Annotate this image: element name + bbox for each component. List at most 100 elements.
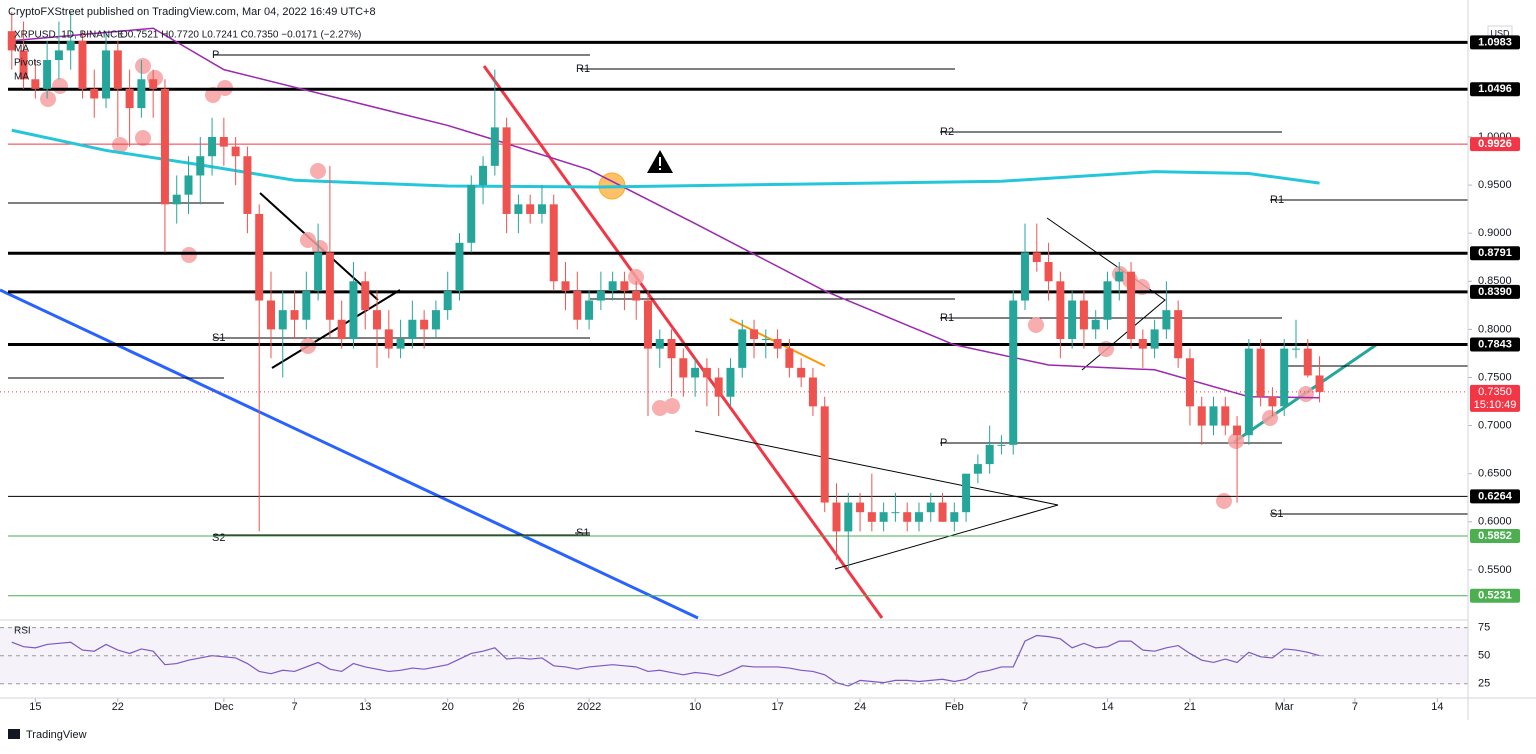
y-tick-label: 0.6000 [1478, 516, 1512, 528]
candle-body [903, 512, 912, 522]
candle-body [1233, 425, 1242, 436]
candle-body [1197, 406, 1206, 426]
pivot-label: R1 [576, 63, 590, 75]
candle-body [561, 281, 570, 291]
candle-body [196, 156, 205, 176]
candle-body [655, 339, 664, 349]
candle-body [455, 242, 464, 291]
pivot-label: P [940, 437, 947, 449]
publisher: CryptoFXStreet published on TradingView.… [8, 6, 376, 18]
y-tick-label: 0.6500 [1478, 468, 1512, 480]
candle-body [172, 194, 181, 205]
candle-body [526, 204, 535, 214]
candle-body [1021, 252, 1030, 301]
candle-body [31, 79, 40, 89]
x-tick-label: Mar [1275, 701, 1294, 713]
candle-body [1079, 300, 1088, 330]
candle-body [761, 339, 770, 341]
pivot-labels: P R1 R2 R1 S1 S2 S1 P R1 S1 [212, 49, 1284, 544]
y-tick-label: 0.7500 [1478, 371, 1512, 383]
candle-body [54, 50, 63, 61]
candle-body [632, 290, 641, 301]
candle-body [608, 281, 617, 291]
candle-body [738, 329, 747, 368]
candle-body [1068, 300, 1077, 340]
candle-body [19, 50, 28, 80]
candle-body [184, 175, 193, 195]
candle-body [361, 281, 370, 311]
candle-body [1303, 348, 1312, 376]
x-tick-label: 24 [854, 701, 866, 713]
x-tick-label: 26 [512, 701, 524, 713]
candle-body [691, 367, 700, 378]
candle-body [443, 290, 452, 311]
candle-body [149, 79, 158, 89]
candle-body [420, 319, 429, 330]
candle-body [973, 464, 982, 474]
candle-body [797, 367, 806, 378]
x-tick-label: 17 [771, 701, 783, 713]
candle-body [314, 252, 323, 291]
candle-body [950, 512, 959, 522]
x-tick-label: Dec [214, 701, 234, 713]
rsi-line [11, 634, 1320, 687]
candle-body [90, 88, 99, 99]
pivot-label: S1 [576, 527, 589, 539]
candle-body [1209, 406, 1218, 426]
candle-body [66, 40, 75, 51]
candle-body [1221, 406, 1230, 426]
candle-body [125, 88, 134, 109]
currency[interactable]: USD [1490, 28, 1510, 38]
candle-body [1268, 396, 1277, 407]
level-label: 1.0496 [1478, 83, 1512, 95]
candle-body [1315, 375, 1324, 392]
candle-body [1162, 310, 1171, 330]
level-label-bg [1470, 337, 1520, 352]
candle-body [160, 88, 169, 205]
candle-body [926, 502, 935, 513]
level-label-bg [1470, 284, 1520, 299]
x-tick-label: 14 [1431, 701, 1443, 713]
candle-body [808, 377, 817, 407]
candle-body [726, 367, 735, 397]
candle-body [867, 512, 876, 522]
pivot-label: P [212, 49, 219, 61]
candle-body [384, 329, 393, 349]
level-label-bg [1470, 82, 1520, 97]
y-tick-label: 0.9500 [1478, 179, 1512, 191]
level-label: 0.8390 [1478, 286, 1512, 298]
candle-body [702, 367, 711, 378]
rsi-tick-label: 25 [1478, 678, 1490, 690]
candle-body [1138, 339, 1147, 349]
y-tick-label: 0.8000 [1478, 323, 1512, 335]
candle-body [479, 165, 488, 186]
pivot-label: R1 [940, 312, 954, 324]
candle-body [596, 290, 605, 301]
candle-body [78, 40, 87, 89]
rsi-tick-label: 75 [1478, 622, 1490, 634]
candle-body [1056, 281, 1065, 340]
indicator: Pivots [14, 58, 41, 69]
pivot-label: R2 [940, 126, 954, 138]
candle-body [1044, 262, 1053, 282]
candle-body [113, 50, 122, 89]
axis-labels: 1.0983 1.0496 0.9926 0.8791 0.8390 0.7843 0.62… [1470, 35, 1520, 603]
candle-body [255, 213, 264, 301]
candle-body [667, 339, 676, 359]
candle-body [514, 204, 523, 214]
footer: TradingView [26, 729, 87, 741]
candle-body [373, 310, 382, 330]
level-label: 0.8791 [1478, 247, 1512, 259]
x-tick-label: 10 [689, 701, 701, 713]
candle-body [879, 512, 888, 522]
candle-body [1032, 252, 1041, 263]
rsi-tick-label: 50 [1478, 650, 1490, 662]
candle-body [537, 204, 546, 214]
level-label-bg [1470, 246, 1520, 261]
candle-body [1091, 319, 1100, 330]
candle-body [785, 348, 794, 368]
candle-body [396, 339, 405, 349]
candle-body [1185, 358, 1194, 407]
level-label: 1.0983 [1478, 36, 1512, 48]
level-label: 0.5231 [1478, 590, 1512, 602]
